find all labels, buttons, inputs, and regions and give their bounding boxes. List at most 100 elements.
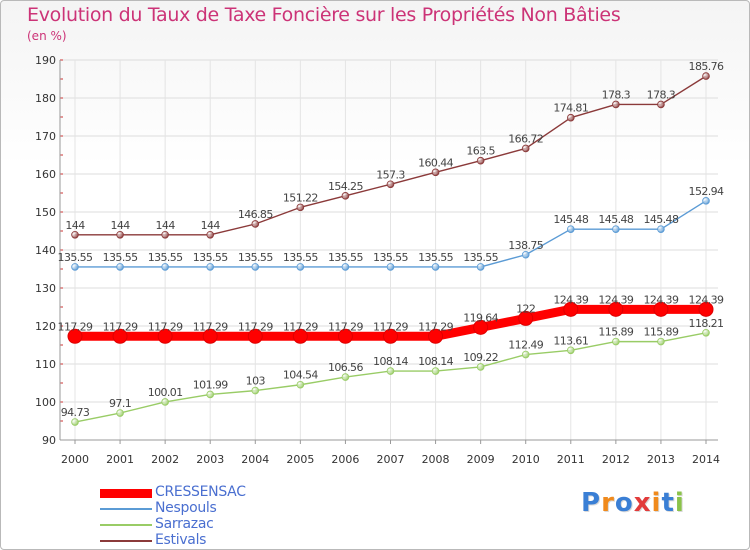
data-label: 112.49: [508, 339, 543, 352]
data-point: [247, 328, 263, 344]
data-point: [612, 225, 620, 233]
data-point: [566, 113, 575, 122]
data-point: [202, 328, 218, 344]
x-tick-label: 2011: [557, 453, 585, 466]
data-point: [296, 203, 305, 212]
data-point: [476, 263, 485, 271]
data-label: 178.3: [602, 88, 631, 101]
data-label: 135.55: [418, 251, 453, 264]
data-label: 135.55: [103, 251, 138, 264]
data-label: 117.29: [373, 320, 408, 333]
data-point: [161, 231, 169, 239]
x-tick-label: 2007: [377, 453, 405, 466]
data-point: [67, 328, 83, 344]
data-label: 108.14: [418, 355, 453, 368]
data-label: 135.55: [58, 251, 93, 264]
data-label: 109.22: [463, 351, 498, 364]
data-point: [71, 263, 79, 271]
data-label: 100.01: [148, 386, 183, 399]
chart-title: Evolution du Taux de Taxe Foncière sur l…: [27, 4, 621, 26]
data-label: 117.29: [283, 320, 318, 333]
data-point: [566, 225, 575, 233]
y-tick-label: 90: [42, 434, 56, 447]
logo-letter: o: [614, 488, 634, 518]
logo-letter: i: [674, 488, 685, 518]
data-label: 166.72: [508, 132, 543, 145]
data-label: 108.14: [373, 355, 408, 368]
legend-label-sarrazac: Sarrazac: [155, 516, 214, 532]
data-point: [476, 156, 485, 165]
data-point: [702, 329, 710, 337]
data-label: 117.29: [58, 320, 93, 333]
data-label: 135.55: [373, 251, 408, 264]
logo-letter: x: [633, 488, 652, 518]
data-label: 154.25: [328, 180, 363, 193]
data-label: 145.48: [643, 213, 678, 226]
data-point: [518, 310, 534, 326]
data-label: 144: [110, 219, 130, 232]
data-point: [386, 367, 395, 375]
y-tick-label: 100: [35, 396, 56, 409]
data-label: 124.39: [689, 293, 724, 306]
data-point: [251, 220, 260, 228]
data-point: [521, 250, 530, 259]
data-label: 119.64: [463, 311, 498, 324]
logo-letter: r: [601, 488, 615, 518]
x-tick-label: 2014: [692, 453, 720, 466]
data-point: [612, 100, 620, 109]
data-label: 97.1: [109, 397, 131, 410]
x-tick-label: 2009: [467, 453, 495, 466]
legend-swatch-sarrazac: [100, 524, 152, 526]
data-point: [341, 192, 350, 200]
data-point: [521, 144, 530, 153]
data-label: 144: [156, 219, 176, 232]
x-tick-label: 2003: [196, 453, 224, 466]
data-point: [296, 380, 305, 389]
data-point: [428, 328, 444, 344]
data-label: 117.29: [193, 320, 228, 333]
x-tick-label: 2001: [106, 453, 134, 466]
x-tick-label: 2005: [286, 453, 314, 466]
data-label: 117.29: [103, 320, 138, 333]
data-label: 103: [246, 375, 266, 388]
data-point: [71, 231, 79, 239]
data-point: [206, 390, 215, 399]
data-label: 157.3: [376, 168, 405, 181]
data-label: 146.85: [238, 208, 273, 221]
legend-swatch-estivals: [100, 540, 152, 542]
data-label: 124.39: [643, 293, 678, 306]
data-label: 138.75: [508, 239, 543, 252]
data-point: [521, 350, 530, 359]
x-tick-label: 2000: [61, 453, 89, 466]
y-tick-label: 160: [35, 168, 56, 181]
data-point: [206, 263, 215, 271]
data-point: [71, 418, 79, 426]
data-point: [341, 373, 350, 381]
data-label: 135.55: [463, 251, 498, 264]
data-point: [116, 231, 124, 239]
data-label: 135.55: [328, 251, 363, 264]
data-point: [431, 367, 440, 375]
data-point: [563, 301, 579, 317]
data-point: [386, 263, 395, 271]
logo-letter: P: [581, 488, 602, 518]
data-label: 104.54: [283, 369, 318, 382]
data-label: 152.94: [689, 185, 724, 198]
data-label: 124.39: [553, 293, 588, 306]
legend-label-estivals: Estivals: [155, 532, 207, 548]
y-tick-label: 150: [35, 206, 56, 219]
data-label: 113.61: [553, 334, 588, 347]
data-point: [251, 386, 260, 395]
x-tick-label: 2006: [331, 453, 359, 466]
legend-swatch-nespouls: [100, 508, 152, 510]
data-point: [473, 319, 489, 335]
data-point: [657, 225, 665, 233]
data-label: 135.55: [283, 251, 318, 264]
data-point: [657, 100, 665, 109]
data-point: [702, 72, 710, 80]
data-label: 122: [516, 302, 535, 315]
x-tick-label: 2002: [151, 453, 179, 466]
data-point: [112, 328, 128, 344]
